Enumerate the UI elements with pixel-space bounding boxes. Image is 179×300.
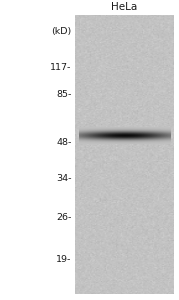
Text: 19-: 19- bbox=[56, 255, 72, 264]
Text: (kD): (kD) bbox=[51, 27, 72, 36]
Text: 85-: 85- bbox=[56, 90, 72, 99]
Text: 48-: 48- bbox=[56, 138, 72, 147]
Text: 117-: 117- bbox=[50, 63, 72, 72]
Text: 34-: 34- bbox=[56, 174, 72, 183]
Text: 26-: 26- bbox=[56, 213, 72, 222]
Text: HeLa: HeLa bbox=[111, 2, 137, 13]
